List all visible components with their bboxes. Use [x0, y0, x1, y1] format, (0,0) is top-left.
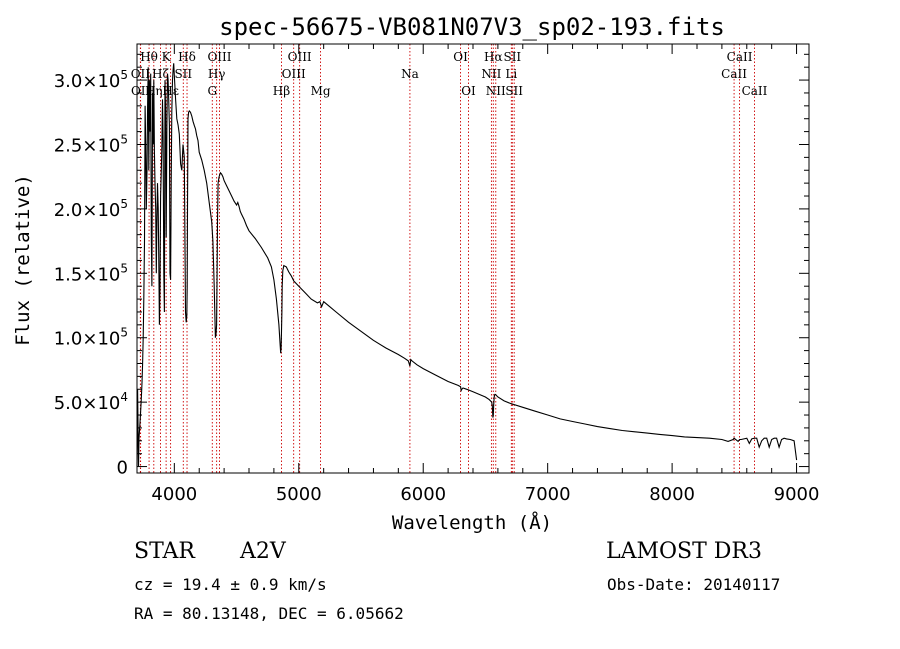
line-label-18: OI	[461, 84, 476, 98]
y-tick-label-2: 1.0×105	[54, 326, 128, 350]
observation-date: Obs-Date: 20140117	[607, 575, 781, 594]
line-label-21: NII	[486, 84, 506, 98]
x-tick-label-3: 7000	[525, 484, 571, 505]
y-tick-label-1: 5.0×104	[54, 390, 128, 414]
line-label-26: CaII	[727, 50, 753, 64]
line-label-1: OII	[131, 67, 151, 81]
spectrum-line	[136, 63, 798, 467]
line-label-22: Li	[505, 67, 517, 81]
line-label-19: NII	[481, 67, 501, 81]
y-axis-label: Flux (relative)	[12, 174, 34, 346]
y-tick-mantissa-6: 3.0×10	[54, 71, 121, 92]
spectral-line-markers	[139, 44, 755, 473]
survey-name: LAMOST DR3	[606, 539, 762, 564]
chart-title: spec-56675-VB081N07V3_sp02-193.fits	[219, 13, 725, 41]
y-tick-exponent-4: 5	[120, 197, 128, 211]
x-tick-label-2: 6000	[400, 484, 446, 505]
y-tick-exponent-2: 5	[120, 326, 128, 340]
x-tick-label-4: 8000	[649, 484, 695, 505]
line-label-14: OIII	[288, 50, 312, 64]
x-axis-label: Wavelength (Å)	[392, 511, 552, 534]
y-tick-exponent-5: 5	[120, 132, 128, 146]
line-label-15: Mg	[311, 84, 331, 98]
y-tick-mantissa-2: 1.0×10	[54, 329, 121, 350]
y-tick-mantissa-5: 2.5×10	[54, 135, 121, 156]
line-label-23: SII	[503, 50, 521, 64]
x-tick-label-5: 9000	[774, 484, 820, 505]
line-label-24: SII	[505, 84, 523, 98]
spectral-subclass: A2V	[240, 539, 286, 564]
spectral-line-labels: HθOIIOIIHηHζKHεSIIHδGHγOIIIHβOIIIOIIIMgN…	[131, 50, 768, 98]
y-axis-ticks: 05.0×1041.0×1051.5×1052.0×1052.5×1053.0×…	[54, 53, 809, 479]
y-tick-exponent-3: 5	[120, 261, 128, 275]
line-label-12: Hβ	[273, 84, 290, 98]
x-tick-label-0: 4000	[151, 484, 197, 505]
line-label-20: Hα	[484, 50, 503, 64]
y-tick-label-3: 1.5×105	[54, 261, 128, 285]
line-label-11: OIII	[207, 50, 231, 64]
y-tick-label-0: 0	[117, 458, 128, 479]
object-class: STAR	[134, 539, 195, 564]
line-label-16: Na	[401, 67, 419, 81]
y-tick-label-4: 2.0×105	[54, 197, 128, 221]
line-label-4: Hζ	[152, 67, 169, 81]
x-axis-ticks: 4000 5000 6000 7000 8000 9000	[151, 44, 819, 505]
plot-frame	[136, 43, 810, 474]
line-label-5: K	[162, 50, 172, 64]
line-label-7: SII	[174, 67, 192, 81]
y-tick-label-6: 3.0×105	[54, 68, 128, 92]
y-tick-mantissa-4: 2.0×10	[54, 200, 121, 221]
line-label-8: Hδ	[178, 50, 196, 64]
redshift-velocity: cz = 19.4 ± 0.9 km/s	[134, 575, 327, 594]
y-tick-mantissa-0: 0	[117, 458, 128, 479]
y-tick-exponent-1: 4	[120, 390, 128, 404]
line-label-0: Hθ	[140, 50, 158, 64]
y-tick-mantissa-3: 1.5×10	[54, 264, 121, 285]
line-label-25: CaII	[721, 67, 747, 81]
coordinates: RA = 80.13148, DEC = 6.05662	[134, 604, 404, 623]
line-label-10: Hγ	[208, 67, 226, 81]
y-tick-label-5: 2.5×105	[54, 132, 128, 156]
line-label-17: OI	[453, 50, 468, 64]
line-label-13: OIII	[282, 67, 306, 81]
x-tick-label-1: 5000	[276, 484, 322, 505]
line-label-2: OII	[131, 84, 151, 98]
y-tick-exponent-6: 5	[120, 68, 128, 82]
line-label-27: CaII	[742, 84, 768, 98]
line-label-9: G	[207, 84, 217, 98]
y-tick-mantissa-1: 5.0×10	[54, 393, 121, 414]
